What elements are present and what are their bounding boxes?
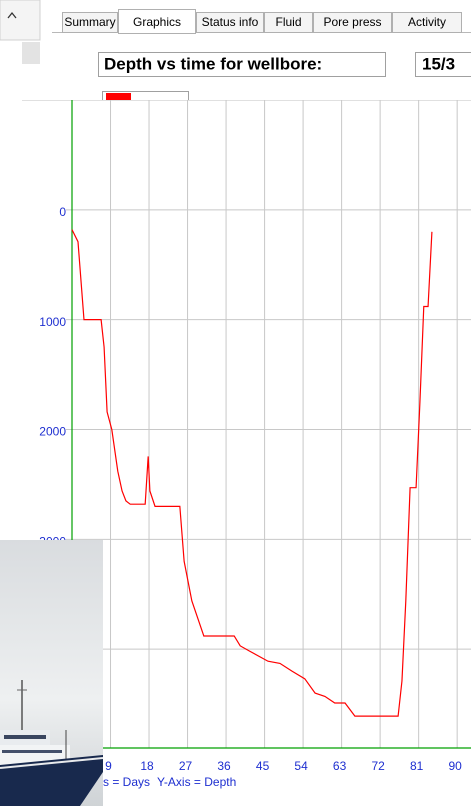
x-tick-label: 9: [105, 759, 112, 773]
tab[interactable]: Activity: [408, 15, 446, 29]
x-tick-label: 63: [333, 759, 347, 773]
y-tick-label: 2000: [39, 425, 66, 439]
y-axis-label: Y-Axis = Depth: [157, 775, 236, 789]
x-tick-label: 90: [448, 759, 462, 773]
scroll-panel: [0, 0, 40, 40]
screen: Summary Graphics Status info Fluid Pore pres…: [0, 0, 471, 806]
scroll-thumb[interactable]: [22, 42, 40, 64]
wellbore-id: 15/3: [422, 54, 455, 73]
x-tick-label: 54: [294, 759, 308, 773]
y-tick-label: 1000: [39, 315, 66, 329]
legend-swatch: [106, 93, 131, 101]
tab[interactable]: Fluid: [275, 15, 301, 29]
tab-strip: Summary Graphics Status info Fluid Pore pres…: [63, 10, 462, 34]
x-tick-label: 18: [140, 759, 154, 773]
page: Summary Graphics Status info Fluid Pore pres…: [0, 0, 471, 806]
x-tick-label: 36: [217, 759, 231, 773]
photo: [0, 540, 103, 806]
tab[interactable]: Status info: [202, 15, 259, 29]
x-tick-label: 81: [410, 759, 424, 773]
tab[interactable]: Graphics: [133, 15, 181, 29]
chart-title: Depth vs time for wellbore:: [104, 54, 322, 73]
x-tick-label: 27: [179, 759, 193, 773]
x-tick-label: 72: [371, 759, 385, 773]
tab[interactable]: Summary: [64, 15, 115, 29]
tab[interactable]: Pore press: [323, 15, 381, 29]
x-axis-label: s = Days: [103, 775, 150, 789]
x-tick-label: 45: [256, 759, 270, 773]
y-tick-label: 0: [59, 205, 66, 219]
